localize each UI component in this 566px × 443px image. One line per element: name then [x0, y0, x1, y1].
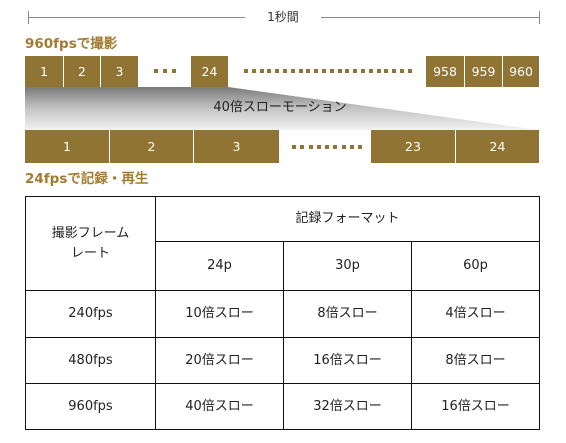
- table-row: 960fps 40倍スロー 32倍スロー 16倍スロー: [25, 383, 541, 430]
- playback-frame-2: 2: [110, 130, 193, 163]
- rate-cell: 480fps: [25, 337, 156, 384]
- rate-cell: 960fps: [25, 383, 156, 430]
- playback-frame-23: 23: [371, 130, 455, 163]
- capture-frame-2: 2: [64, 56, 100, 87]
- table-row: 240fps 10倍スロー 8倍スロー 4倍スロー: [25, 290, 541, 338]
- playback-rate-label: 24fpsで記録・再生: [25, 171, 149, 187]
- value-cell: 32倍スロー: [283, 383, 412, 430]
- rate-cell: 240fps: [25, 290, 156, 338]
- value-cell: 20倍スロー: [155, 337, 284, 384]
- capture-frame-959: 959: [465, 56, 502, 87]
- format-header-60p: 60p: [410, 241, 541, 291]
- capture-frame-3: 3: [101, 56, 138, 87]
- capture-frame-24: 24: [191, 56, 228, 87]
- slowmo-table: 撮影フレーム レート 記録フォーマット 24p 30p 60p 240fps 1…: [25, 196, 541, 430]
- span-left-tick: [28, 11, 29, 24]
- capture-frame-1: 1: [25, 56, 63, 87]
- value-cell: 16倍スロー: [283, 337, 412, 384]
- capture-frame-958: 958: [426, 56, 464, 87]
- format-header-30p: 30p: [283, 241, 412, 291]
- one-second-label: 1秒間: [245, 8, 321, 26]
- capture-rate-label: 960fpsで撮影: [25, 36, 118, 52]
- value-cell: 40倍スロー: [155, 383, 284, 430]
- playback-frame-1: 1: [25, 130, 109, 163]
- capture-ellipsis-1: [154, 69, 176, 73]
- span-right-tick: [539, 11, 540, 24]
- playback-ellipsis: [292, 145, 362, 149]
- format-header-24p: 24p: [155, 241, 284, 291]
- capture-frame-960: 960: [503, 56, 539, 87]
- playback-frame-3: 3: [194, 130, 279, 163]
- capture-ellipsis-2: [244, 69, 412, 73]
- value-cell: 8倍スロー: [283, 290, 412, 338]
- value-cell: 8倍スロー: [410, 337, 541, 384]
- frame-rate-header: 撮影フレーム レート: [25, 196, 156, 291]
- slowmo-label: 40倍スローモーション: [213, 100, 347, 115]
- playback-frame-24: 24: [456, 130, 539, 163]
- recording-format-header: 記録フォーマット: [154, 196, 541, 242]
- value-cell: 4倍スロー: [410, 290, 541, 338]
- value-cell: 16倍スロー: [410, 383, 541, 430]
- value-cell: 10倍スロー: [155, 290, 284, 338]
- table-row: 480fps 20倍スロー 16倍スロー 8倍スロー: [25, 337, 541, 384]
